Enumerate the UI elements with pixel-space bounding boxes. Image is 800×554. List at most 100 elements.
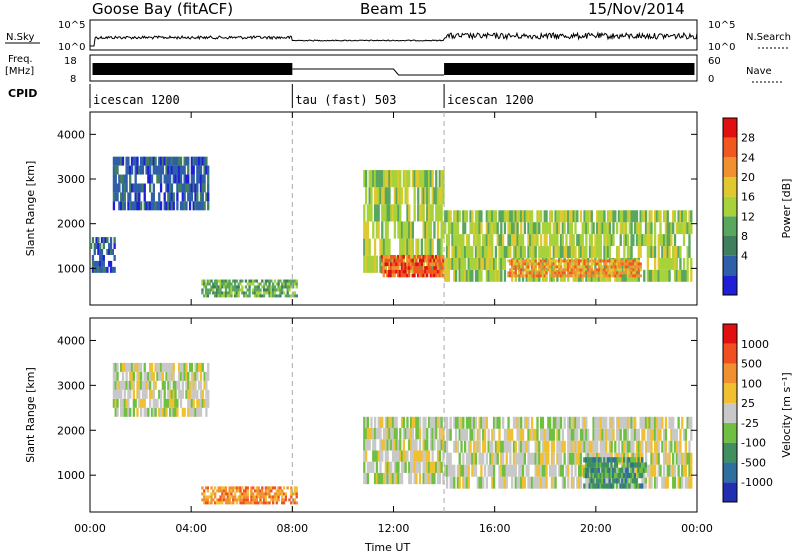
data-cell (261, 501, 264, 505)
data-cell (402, 461, 406, 473)
data-cell (170, 183, 174, 193)
data-cell (165, 165, 168, 175)
data-cell (397, 269, 400, 274)
data-cell (576, 440, 579, 453)
data-cell (529, 271, 532, 275)
data-cell (512, 265, 516, 269)
data-cell (632, 262, 635, 266)
data-cell (619, 262, 622, 266)
data-cell (270, 294, 273, 298)
data-cell (462, 246, 465, 258)
data-cell (268, 294, 271, 298)
data-cell (686, 416, 689, 429)
data-cell (203, 165, 206, 175)
data-cell (366, 204, 370, 222)
data-cell (596, 274, 599, 278)
data-cell (628, 268, 631, 272)
data-cell (672, 464, 675, 477)
data-cell (192, 398, 195, 408)
data-cell (201, 362, 204, 372)
data-cell (147, 407, 150, 417)
data-cell (381, 416, 384, 429)
data-cell (402, 221, 406, 239)
data-cell (183, 183, 186, 193)
data-cell (619, 222, 622, 235)
data-cell (684, 464, 688, 477)
data-cell (190, 407, 194, 417)
data-cell (407, 269, 411, 274)
data-cell (536, 271, 539, 275)
data-cell (487, 269, 490, 282)
data-cell (677, 464, 680, 477)
data-cell (577, 274, 581, 278)
data-cell (601, 416, 604, 429)
data-cell (134, 165, 137, 175)
data-cell (409, 238, 413, 256)
data-cell (268, 489, 271, 493)
data-cell (590, 246, 593, 258)
data-cell (688, 246, 691, 258)
data-cell (404, 273, 407, 278)
data-cell (391, 266, 394, 270)
data-cell (596, 222, 599, 235)
data-cell (587, 428, 590, 441)
data-cell (590, 269, 593, 282)
data-cell (422, 269, 425, 274)
data-cell (196, 174, 199, 184)
data-cell (272, 501, 275, 505)
data-cell (272, 285, 275, 289)
data-cell (272, 486, 275, 490)
data-cell (523, 274, 526, 278)
data-cell (427, 450, 431, 462)
data-cell (282, 285, 286, 289)
data-cell (596, 259, 599, 263)
data-cell (395, 187, 398, 205)
data-cell (127, 398, 130, 408)
data-cell (221, 489, 224, 493)
data-cell (395, 461, 398, 473)
data-cell (185, 371, 188, 381)
data-cell (246, 486, 249, 490)
data-cell (384, 221, 388, 239)
data-cell (478, 246, 481, 258)
data-cell (252, 486, 255, 490)
data-cell (406, 258, 409, 263)
data-cell (623, 269, 626, 282)
data-cell (388, 273, 391, 278)
data-cell (637, 483, 640, 489)
data-cell (478, 452, 481, 465)
data-cell (599, 259, 603, 263)
data-cell (438, 204, 441, 222)
data-cell (168, 192, 172, 202)
data-cell (634, 428, 637, 441)
data-cell (436, 238, 440, 256)
data-cell (262, 495, 266, 499)
data-cell (386, 472, 389, 485)
data-cell (595, 483, 599, 489)
data-cell (172, 389, 175, 399)
data-cell (500, 222, 503, 235)
x-tick-label: 08:00 (276, 522, 308, 535)
data-cell (494, 452, 498, 465)
data-cell (453, 210, 456, 223)
data-cell (635, 478, 638, 484)
data-cell (250, 492, 253, 496)
data-cell (634, 416, 637, 429)
data-cell (158, 165, 161, 175)
data-cell (632, 210, 635, 223)
data-cell (550, 476, 554, 489)
data-cell (230, 285, 233, 289)
data-cell (281, 291, 284, 295)
data-cell (125, 362, 128, 372)
data-cell (494, 246, 498, 258)
data-cell (170, 201, 174, 211)
data-cell (503, 222, 507, 235)
data-cell (588, 268, 592, 272)
data-cell (264, 279, 268, 283)
data-cell (453, 464, 456, 477)
data-cell (262, 492, 266, 496)
data-cell (664, 210, 668, 223)
data-cell (136, 380, 139, 390)
data-cell (605, 265, 608, 269)
data-cell (138, 389, 141, 399)
